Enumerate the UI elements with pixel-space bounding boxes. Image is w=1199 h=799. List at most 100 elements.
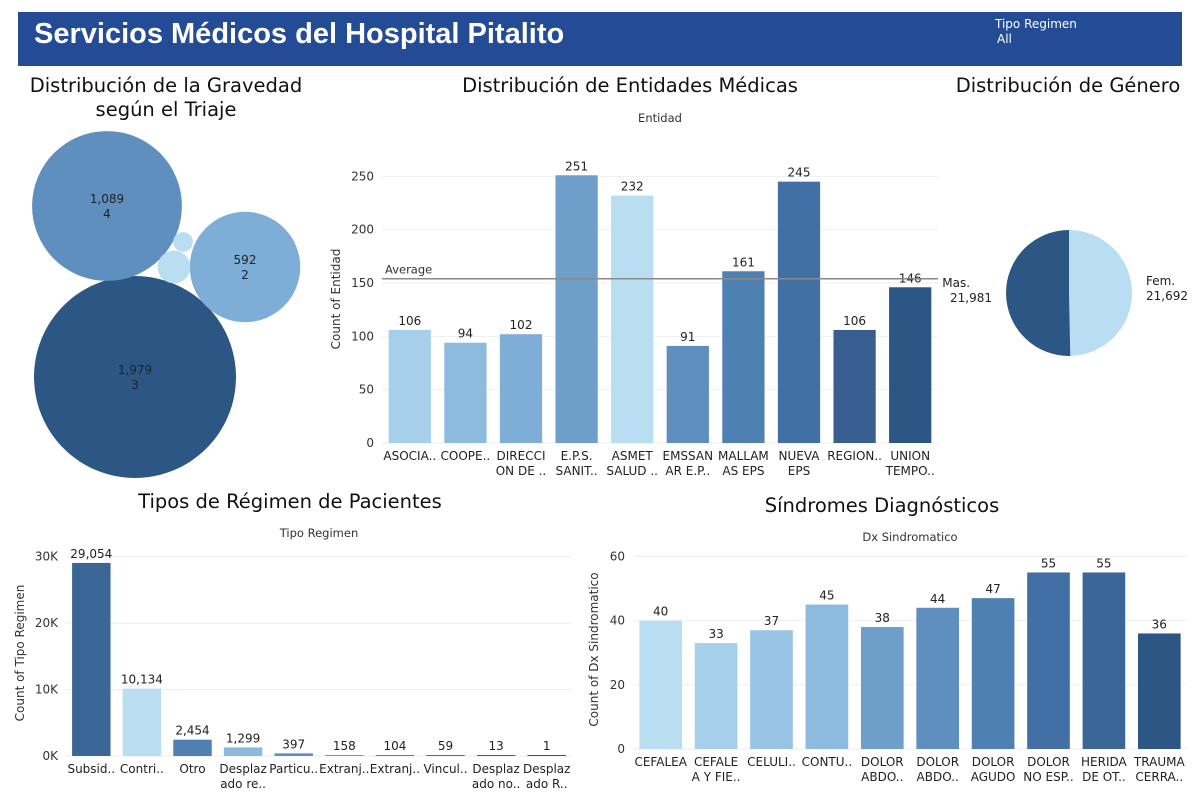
x-tick-label: CEFALE	[694, 755, 738, 769]
data-label: 55	[1041, 556, 1056, 570]
bubble	[173, 232, 193, 252]
y-axis-label: Count of Entidad	[329, 249, 343, 350]
data-label: 37	[764, 614, 779, 628]
y-tick-label: 20	[610, 678, 625, 692]
data-label: 13	[488, 739, 503, 753]
x-tick-label: EPS	[788, 464, 810, 478]
data-label: 10,134	[121, 673, 163, 687]
regime-filter-label: Tipo Regimen	[995, 17, 1077, 31]
y-axis-label: Count of Tipo Regimen	[13, 585, 27, 722]
bar	[777, 181, 821, 443]
bar	[666, 345, 709, 443]
bar	[325, 754, 364, 756]
y-tick-label: 30K	[35, 550, 59, 564]
bar	[860, 627, 904, 749]
x-tick-label: Desplaz	[219, 762, 266, 776]
y-tick-label: 100	[351, 329, 374, 343]
x-tick-label: Desplaz	[472, 762, 519, 776]
x-tick-label: REGION..	[827, 449, 882, 463]
x-tick-label: DOLOR	[916, 755, 959, 769]
data-label: 2,454	[175, 724, 209, 738]
regime-title: Tipos de Régimen de Pacientes	[138, 490, 442, 513]
triage-title: Distribución de la Gravedad según el Tri…	[29, 74, 303, 121]
x-tick-label: Particu..	[269, 762, 318, 776]
chart-header: Dx Sindromatico	[862, 530, 957, 544]
regime-filter-value[interactable]: All	[997, 32, 1012, 46]
bar	[388, 329, 431, 443]
data-label: 55	[1096, 556, 1111, 570]
y-tick-label: 20K	[35, 616, 59, 630]
x-tick-label: CONTU..	[802, 755, 853, 769]
x-tick-label: SANIT..	[556, 464, 598, 478]
bar	[72, 562, 111, 756]
data-label: 36	[1152, 617, 1167, 631]
entities-bar-chart: Entidad Count of Entidad 0 50 100 150 200 250 10…	[329, 111, 938, 478]
syndromes-title: Síndromes Diagnósticos	[764, 494, 1000, 517]
data-label: 161	[732, 255, 755, 269]
bar	[722, 271, 765, 443]
x-tick-label: NUEVA	[779, 449, 821, 463]
data-label: 45	[819, 589, 834, 603]
x-tick-label: Vincul..	[423, 762, 467, 776]
y-tick-label: 200	[351, 223, 374, 237]
data-label: 91	[680, 330, 695, 344]
data-label: 106	[843, 314, 866, 328]
pie-slice	[1069, 230, 1133, 356]
bar	[639, 620, 683, 749]
chart-header: Entidad	[638, 111, 682, 125]
bar	[1137, 633, 1181, 749]
x-tick-label: AGUDO	[971, 770, 1016, 784]
x-tick-label: EMSSAN	[663, 449, 714, 463]
x-tick-label: ASOCIA..	[383, 449, 436, 463]
y-tick-label: 250	[351, 169, 374, 183]
gender-pie-chart: Fem.21,692 Mas.21,981	[942, 230, 1188, 356]
x-tick-label: ABDO..	[861, 770, 903, 784]
bubble	[157, 250, 191, 284]
bar	[750, 630, 793, 749]
y-tick-label: 0K	[42, 749, 59, 763]
x-tick-label: DIRECCI	[497, 449, 546, 463]
x-tick-label: ASMET	[612, 449, 654, 463]
entities-title: Distribución de Entidades Médicas	[462, 74, 798, 97]
bar	[833, 329, 876, 443]
x-tick-label: UNION	[890, 449, 930, 463]
x-tick-label: CEFALEA	[634, 755, 687, 769]
x-tick-label: NO ESP..	[1023, 770, 1073, 784]
x-tick-label: AS EPS	[722, 464, 764, 478]
data-label: 38	[875, 611, 890, 625]
bar	[527, 755, 566, 756]
x-tick-label: ado R..	[526, 777, 568, 791]
x-tick-label: Contri..	[120, 762, 164, 776]
x-tick-label: ado re..	[220, 777, 266, 791]
gender-title: Distribución de Género	[955, 74, 1181, 97]
regime-bar-chart: Tipo Regimen Count of Tipo Regimen 0K 10K 20…	[13, 526, 572, 791]
x-tick-label: E.P.S.	[561, 449, 593, 463]
bar	[173, 739, 212, 756]
x-tick-label: CELULI..	[747, 755, 796, 769]
x-tick-label: AR E.P..	[665, 464, 710, 478]
data-label: 33	[708, 627, 723, 641]
bar	[223, 747, 263, 756]
bar	[1082, 572, 1126, 749]
regime-filter[interactable]: Tipo Regimen All	[995, 17, 1077, 46]
data-label: 47	[985, 582, 1000, 596]
data-label: 102	[510, 318, 533, 332]
bubble-value-label: 1,979	[118, 363, 152, 377]
data-label: 232	[621, 180, 644, 194]
dashboard-header: Servicios Médicos del Hospital Pitalito …	[18, 12, 1182, 66]
y-tick-label: 150	[351, 276, 374, 290]
data-label: 245	[788, 166, 811, 180]
pie-value-label: 21,981	[950, 291, 992, 305]
y-tick-label: 10K	[35, 683, 59, 697]
x-tick-label: TEMPO..	[885, 464, 935, 478]
bar	[274, 753, 313, 756]
bar	[971, 598, 1015, 749]
x-tick-label: ON DE ..	[496, 464, 547, 478]
bar	[889, 287, 932, 443]
x-tick-label: A Y FIE..	[692, 770, 741, 784]
chart-header: Tipo Regimen	[279, 526, 358, 540]
x-tick-label: Extranj..	[319, 762, 369, 776]
data-label: 29,054	[70, 547, 112, 561]
data-label: 44	[930, 592, 945, 606]
